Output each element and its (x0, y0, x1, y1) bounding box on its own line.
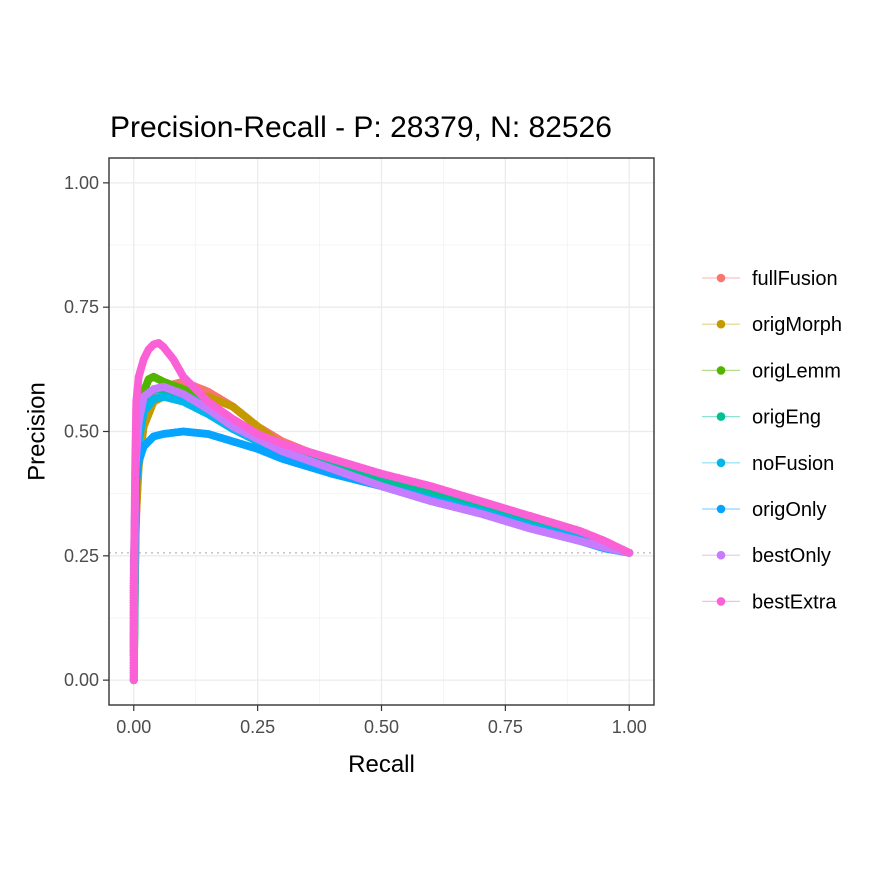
legend-key-point (716, 412, 726, 421)
legend: fullFusion origMorph origLemm origEng noFusi… (702, 268, 842, 613)
x-tick-label: 1.00 (612, 717, 647, 737)
legend-item-bestOnly: bestOnly (702, 545, 831, 567)
legend-key-point (716, 366, 726, 375)
legend-item-origMorph: origMorph (702, 314, 842, 336)
data-point (625, 548, 634, 557)
plot-panel (108, 157, 655, 706)
legend-item-noFusion: noFusion (702, 453, 834, 475)
y-tick-label: 0.50 (64, 422, 99, 442)
x-axis: 0.00 0.25 0.50 0.75 1.00 (116, 705, 647, 737)
y-axis: 0.00 0.25 0.50 0.75 1.00 (64, 173, 109, 690)
y-tick-label: 0.25 (64, 546, 99, 566)
y-tick-label: 1.00 (64, 173, 99, 193)
legend-item-fullFusion: fullFusion (702, 268, 838, 290)
legend-label: bestOnly (752, 545, 831, 567)
legend-key-point (716, 550, 726, 560)
legend-key-point (716, 597, 726, 606)
legend-label: origEng (752, 407, 821, 429)
legend-label: fullFusion (752, 268, 838, 290)
legend-label: origLemm (752, 360, 841, 382)
y-tick-label: 0.00 (64, 670, 99, 690)
x-tick-label: 0.75 (488, 717, 523, 737)
legend-key-point (716, 458, 726, 468)
legend-key-point (716, 319, 726, 329)
x-tick-label: 0.00 (116, 717, 151, 737)
legend-item-origOnly: origOnly (702, 499, 826, 521)
y-tick-label: 0.75 (64, 297, 99, 317)
y-axis-title: Precision (23, 382, 50, 481)
chart-title: Precision-Recall - P: 28379, N: 82526 (110, 111, 612, 144)
legend-item-origEng: origEng (702, 407, 821, 429)
x-axis-title: Recall (348, 751, 415, 778)
legend-label: origOnly (752, 499, 826, 521)
legend-label: bestExtra (752, 591, 837, 613)
legend-key-point (716, 273, 726, 283)
series-layer (129, 338, 634, 685)
legend-key-point (716, 504, 726, 514)
legend-item-bestExtra: bestExtra (702, 591, 837, 613)
x-tick-label: 0.50 (364, 717, 399, 737)
legend-label: noFusion (752, 453, 834, 475)
x-tick-label: 0.25 (240, 717, 275, 737)
series-bestExtra (129, 338, 634, 685)
legend-item-origLemm: origLemm (702, 360, 841, 382)
legend-label: origMorph (752, 314, 842, 336)
